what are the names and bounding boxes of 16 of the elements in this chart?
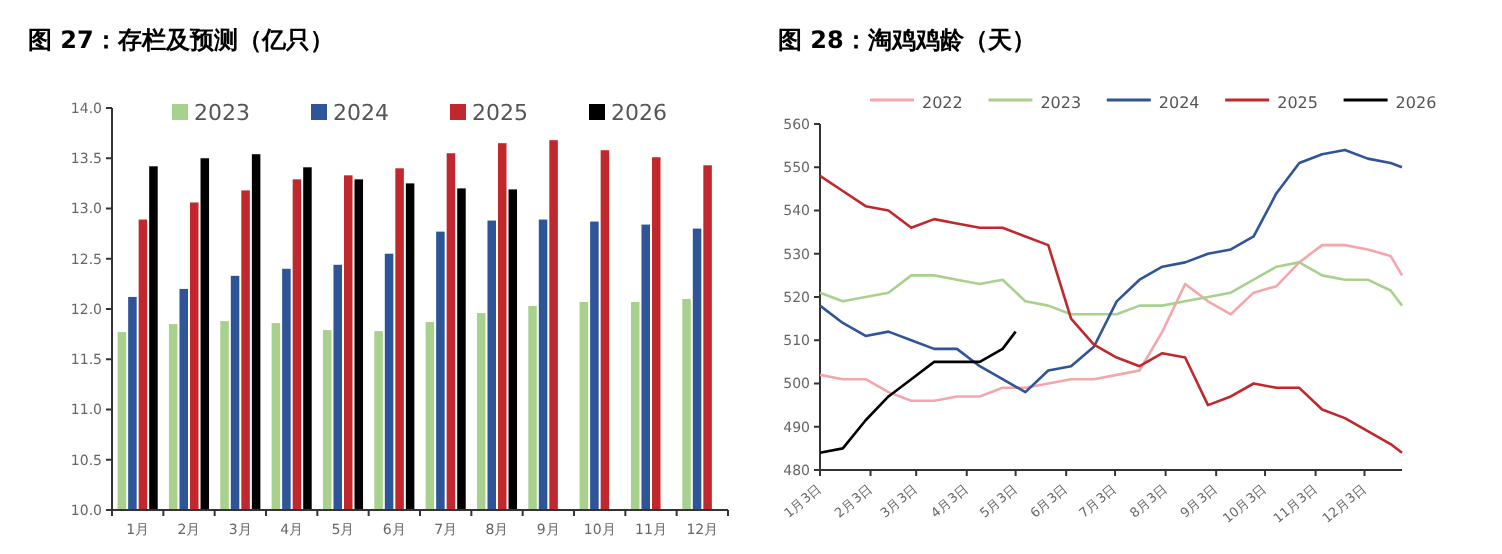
- chart-title: 图 28：淘鸡鸡龄（天）: [778, 26, 1036, 54]
- legend-label: 2022: [922, 94, 963, 112]
- legend-label: 2026: [611, 100, 667, 126]
- legend-label: 2026: [1395, 94, 1437, 112]
- legend-label: 2025: [1277, 94, 1318, 112]
- line-series: [818, 174, 1404, 454]
- legend-label: 2024: [1158, 94, 1200, 112]
- line-series: [818, 261, 1404, 316]
- legend-label: 2025: [472, 100, 528, 126]
- legend-label: 2024: [333, 100, 389, 126]
- line-series: [818, 330, 1017, 454]
- line-series: [818, 243, 1404, 403]
- chart-title: 图 27：存栏及预测（亿只）: [28, 26, 334, 54]
- line-series: [818, 148, 1404, 394]
- legend-label: 2023: [1040, 94, 1082, 112]
- legend-label: 2023: [194, 100, 250, 126]
